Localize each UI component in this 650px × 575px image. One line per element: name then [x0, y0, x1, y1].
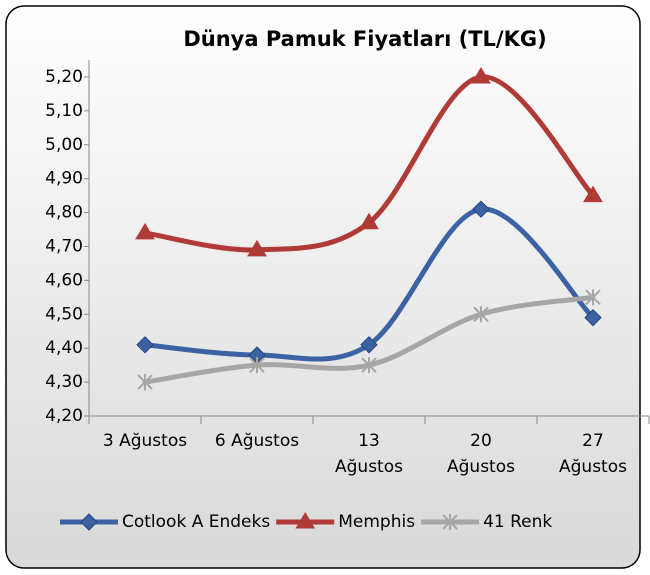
legend-marker	[295, 512, 316, 529]
legend-marker	[442, 514, 458, 530]
x-tick-label: 6 Ağustos	[214, 431, 300, 451]
marker	[136, 336, 154, 354]
y-tick-label: 5,00	[45, 135, 83, 155]
marker	[473, 306, 489, 323]
y-tick-label: 4,40	[45, 338, 83, 358]
marker	[249, 357, 265, 374]
chart-frame	[5, 5, 641, 569]
y-tick-label: 4,90	[45, 169, 83, 189]
legend-label: Memphis	[338, 512, 415, 532]
marker	[360, 336, 378, 354]
marker	[584, 308, 602, 327]
marker	[247, 239, 267, 257]
y-tick-label: 4,80	[45, 203, 83, 223]
chart-title: Dünya Pamuk Fiyatları (TL/KG)	[183, 27, 546, 51]
series-line	[142, 74, 596, 253]
series-line	[142, 206, 596, 362]
marker	[359, 212, 379, 230]
x-tick-label: 13 Ağustos	[335, 431, 403, 477]
legend-label: Cotlook A Endeks	[122, 512, 270, 532]
marker	[137, 374, 153, 391]
marker	[585, 289, 601, 306]
y-tick-label: 5,20	[45, 67, 83, 87]
marker	[472, 200, 490, 218]
y-tick-label: 4,60	[45, 270, 83, 290]
legend-marker	[80, 513, 98, 531]
marker	[583, 185, 603, 203]
marker	[471, 66, 491, 84]
y-tick-label: 4,70	[45, 236, 83, 256]
x-tick-label: 3 Ağustos	[102, 431, 188, 451]
marker	[135, 222, 155, 240]
y-tick-label: 4,50	[45, 304, 83, 324]
x-tick-label: 20 Ağustos	[447, 431, 515, 477]
legend-label: 41 Renk	[483, 512, 552, 532]
y-tick-label: 5,10	[45, 101, 83, 121]
y-tick-label: 4,20	[45, 406, 83, 426]
y-tick-label: 4,30	[45, 372, 83, 392]
marker	[361, 357, 377, 374]
x-tick-label: 27 Ağustos	[559, 431, 627, 477]
